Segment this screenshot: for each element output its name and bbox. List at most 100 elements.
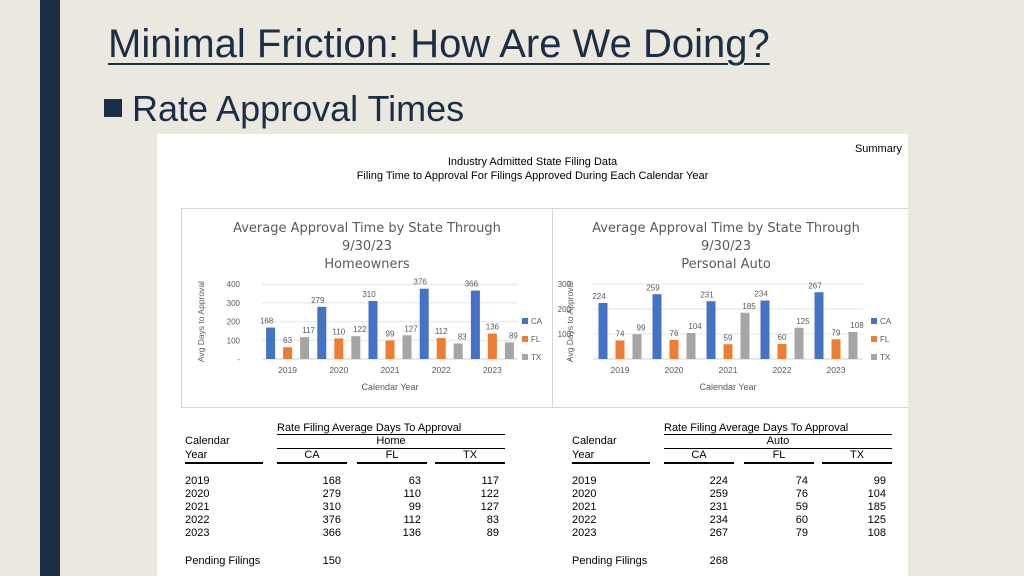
pending-filings-label: Pending Filings <box>572 555 648 567</box>
y-tick-label: 100 <box>227 336 241 345</box>
lob-rule <box>277 448 505 449</box>
bar-tx-2019 <box>300 337 310 359</box>
row-year: 2023 <box>572 527 597 539</box>
legend-label-ca: CA <box>880 317 892 326</box>
bar-tx-2023 <box>504 342 514 359</box>
cell-ca: 168 <box>322 475 341 487</box>
cell-ca: 310 <box>322 501 341 513</box>
year-header-1: Calendar <box>185 435 230 447</box>
bar-fl-2022 <box>436 338 446 359</box>
x-tick-label: 2020 <box>665 365 684 375</box>
data-label: 259 <box>646 283 660 292</box>
year-header-1: Calendar <box>572 435 617 447</box>
chart-title-line: Homeowners <box>324 257 410 272</box>
x-axis-label: Calendar Year <box>699 382 756 392</box>
pending-filings-value: 150 <box>322 555 341 567</box>
data-label: 60 <box>778 333 787 342</box>
column-header-ca: CA <box>304 449 320 461</box>
data-label: 366 <box>465 280 479 289</box>
legend-label-fl: FL <box>531 335 541 344</box>
data-label: 376 <box>414 278 428 287</box>
cell-ca: 224 <box>709 475 728 487</box>
data-label: 104 <box>688 322 702 331</box>
data-label: 79 <box>832 328 841 337</box>
bar-fl-2020 <box>669 340 679 359</box>
column-header-tx: TX <box>849 449 865 461</box>
x-tick-label: 2022 <box>432 365 451 375</box>
data-label: 279 <box>311 296 325 305</box>
data-label: 168 <box>260 317 274 326</box>
bar-tx-2021 <box>740 312 750 359</box>
column-header-rule <box>277 462 347 464</box>
auto-chart-svg: Average Approval Time by State Through 9/… <box>558 221 892 392</box>
y-tick-label: 100 <box>558 330 572 339</box>
data-label: 83 <box>458 332 467 341</box>
home-table: Rate Filing Average Days To Approval Home… <box>185 420 515 570</box>
legend-label-fl: FL <box>880 335 890 344</box>
cell-fl: 79 <box>795 527 808 539</box>
cell-fl: 110 <box>403 488 421 500</box>
legend-label-tx: TX <box>880 353 891 362</box>
bar-fl-2021 <box>723 344 733 359</box>
cell-tx: 108 <box>867 527 886 539</box>
cell-tx: 83 <box>486 514 499 526</box>
y-tick-label: 300 <box>227 299 241 308</box>
caption-rule <box>664 434 892 435</box>
year-header-rule <box>185 462 263 464</box>
report-header-line2: Filing Time to Approval For Filings Appr… <box>356 170 709 182</box>
x-tick-label: 2019 <box>611 365 630 375</box>
cell-tx: 104 <box>867 488 886 500</box>
legend-label-tx: TX <box>531 353 542 362</box>
slide-accent-bar <box>40 0 60 576</box>
bar-fl-2021 <box>385 340 395 359</box>
row-year: 2019 <box>572 475 597 487</box>
cell-tx: 117 <box>481 475 499 487</box>
bullet-item: Rate Approval Times <box>104 88 464 130</box>
cell-ca: 234 <box>709 514 728 526</box>
chart-title-line: Average Approval Time by State Through <box>233 221 501 236</box>
bar-ca-2022 <box>760 300 770 359</box>
bar-ca-2023 <box>814 292 824 359</box>
y-tick-label: 300 <box>558 280 572 289</box>
column-header-rule <box>435 462 505 464</box>
pending-filings-label: Pending Filings <box>185 555 261 567</box>
bar-tx-2022 <box>794 327 804 359</box>
cell-ca: 267 <box>709 527 728 539</box>
lob-rule <box>664 448 892 449</box>
column-header-fl: FL <box>385 449 399 461</box>
data-label: 117 <box>302 326 315 335</box>
x-tick-label: 2021 <box>381 365 400 375</box>
y-axis-label: Avg Days to Approval <box>565 281 575 362</box>
legend-swatch-fl <box>522 336 528 342</box>
x-tick-label: 2022 <box>773 365 792 375</box>
chart-title-line: 9/30/23 <box>342 239 392 254</box>
row-year: 2021 <box>185 501 210 513</box>
data-label: 108 <box>850 321 864 330</box>
column-header-rule <box>744 462 814 464</box>
data-label: 99 <box>637 323 646 332</box>
data-label: 267 <box>808 281 822 290</box>
cell-fl: 60 <box>795 514 808 526</box>
data-label: 136 <box>486 323 500 332</box>
data-label: 110 <box>332 327 345 336</box>
data-label: 59 <box>724 333 733 342</box>
bar-ca-2019 <box>266 327 276 359</box>
bar-tx-2023 <box>848 332 858 359</box>
data-label: 310 <box>362 290 376 299</box>
legend-swatch-fl <box>871 336 877 342</box>
data-label: 224 <box>592 292 606 301</box>
cell-fl: 63 <box>408 475 421 487</box>
table-line-of-business: Auto <box>766 435 790 447</box>
row-year: 2021 <box>572 501 597 513</box>
bar-ca-2019 <box>598 303 608 359</box>
cell-ca: 279 <box>322 488 341 500</box>
data-label: 99 <box>386 329 395 338</box>
legend-swatch-ca <box>871 318 877 324</box>
bar-fl-2023 <box>831 339 841 359</box>
x-tick-label: 2020 <box>329 365 348 375</box>
cell-tx: 127 <box>480 501 499 513</box>
cell-fl: 99 <box>408 501 421 513</box>
cell-fl: 59 <box>795 501 808 513</box>
row-year: 2023 <box>185 527 210 539</box>
data-label: 89 <box>509 331 518 340</box>
